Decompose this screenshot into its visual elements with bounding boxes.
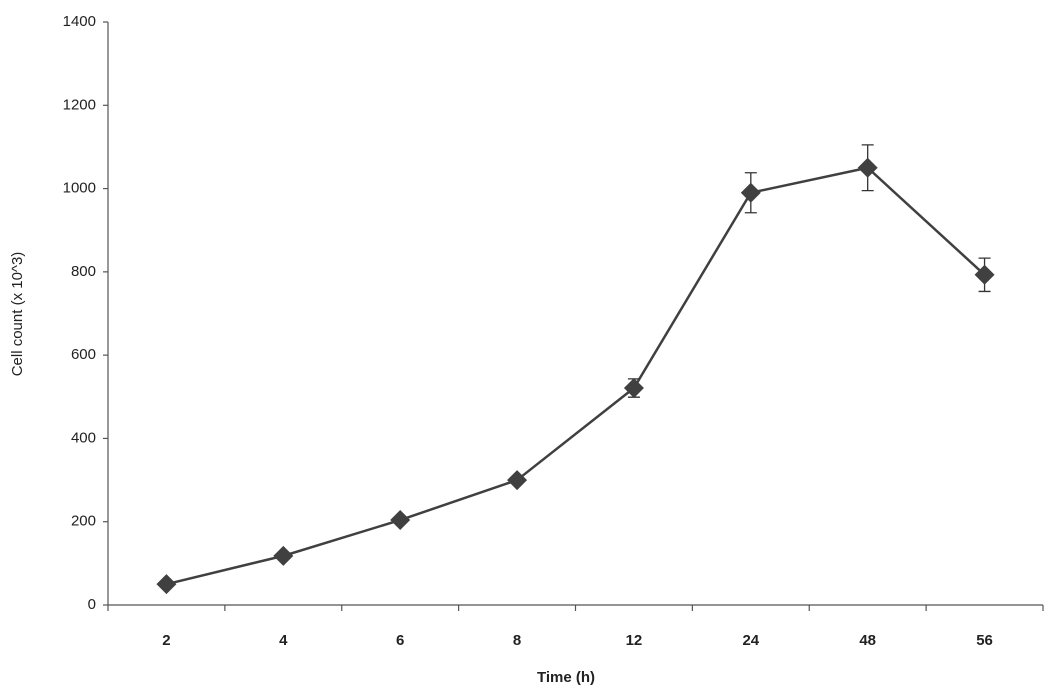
y-tick-label: 0 [88, 596, 96, 613]
y-tick-label: 800 [71, 263, 96, 280]
x-tick-label: 12 [626, 632, 643, 649]
y-tick-label: 1400 [63, 13, 96, 30]
chart: Time (h) Cell count (x 10^3) 0 200 400 600 8… [0, 0, 1045, 694]
data-point [156, 574, 176, 594]
x-tick-label: 2 [162, 632, 170, 649]
y-tick-label: 600 [71, 346, 96, 363]
y-axis-label: Cell count (x 10^3) [9, 252, 26, 377]
x-tick-label: 48 [859, 632, 876, 649]
x-tick-label: 4 [279, 632, 288, 649]
data-point [390, 510, 410, 530]
x-axis-label: Time (h) [537, 669, 595, 686]
x-tick-label: 24 [742, 632, 759, 649]
x-tick-label: 8 [513, 632, 521, 649]
y-tick-label: 1000 [63, 180, 96, 197]
data-line [166, 168, 984, 584]
x-tick-label: 56 [976, 632, 993, 649]
y-tick-label: 400 [71, 429, 96, 446]
data-point [273, 546, 293, 566]
x-tick-label: 6 [396, 632, 404, 649]
y-tick-label: 1200 [63, 96, 96, 113]
y-tick-label: 200 [71, 513, 96, 530]
data-point [741, 183, 761, 203]
